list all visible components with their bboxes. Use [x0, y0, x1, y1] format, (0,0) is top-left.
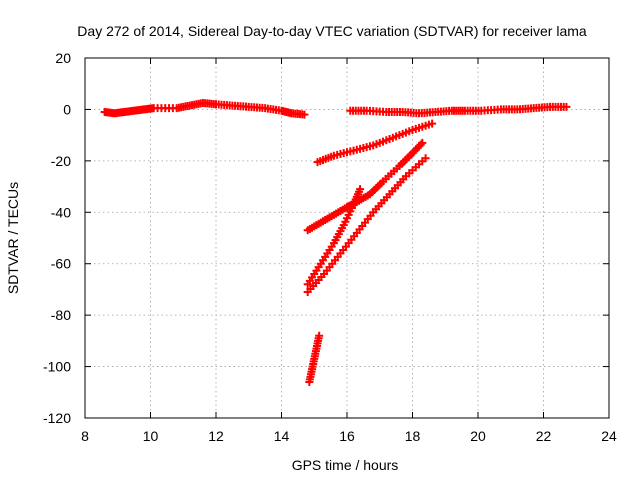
x-tick-label: 20: [470, 428, 486, 444]
data-point: [300, 110, 309, 119]
y-tick-label: 0: [63, 101, 71, 117]
x-axis-label: GPS time / hours: [292, 457, 399, 473]
x-tick-label: 8: [81, 428, 89, 444]
x-tick-label: 12: [208, 428, 224, 444]
axis-ticks: 8 10 12 14 16 18 20 22 24 -120 -100 -80 -60 -40 -20 0 20: [43, 50, 617, 444]
y-tick-label: -60: [51, 256, 71, 272]
x-tick-label: 14: [274, 428, 290, 444]
y-tick-label: -40: [51, 204, 71, 220]
data-point: [562, 102, 571, 111]
data-series: [305, 331, 324, 386]
y-tick-label: -20: [51, 153, 71, 169]
data-point: [315, 331, 324, 340]
chart-title: Day 272 of 2014, Sidereal Day-to-day VTE…: [77, 23, 587, 39]
data-series: [346, 102, 571, 118]
data-point: [356, 185, 365, 194]
data-series: [303, 154, 430, 296]
x-tick-label: 24: [601, 428, 617, 444]
data-point: [421, 154, 430, 163]
x-tick-label: 10: [143, 428, 159, 444]
y-axis-label: SDTVAR / TECUs: [5, 182, 21, 294]
data-point: [418, 138, 427, 147]
y-tick-label: -120: [43, 410, 71, 426]
x-tick-label: 22: [536, 428, 552, 444]
y-tick-label: -100: [43, 359, 71, 375]
data-points: [100, 99, 571, 386]
x-tick-label: 16: [339, 428, 355, 444]
data-series: [303, 138, 427, 235]
y-tick-label: 20: [55, 50, 71, 66]
data-series: [100, 99, 309, 119]
x-tick-label: 18: [405, 428, 421, 444]
data-series: [313, 119, 437, 167]
data-series: [303, 185, 365, 289]
data-point: [428, 119, 437, 128]
y-tick-label: -80: [51, 307, 71, 323]
